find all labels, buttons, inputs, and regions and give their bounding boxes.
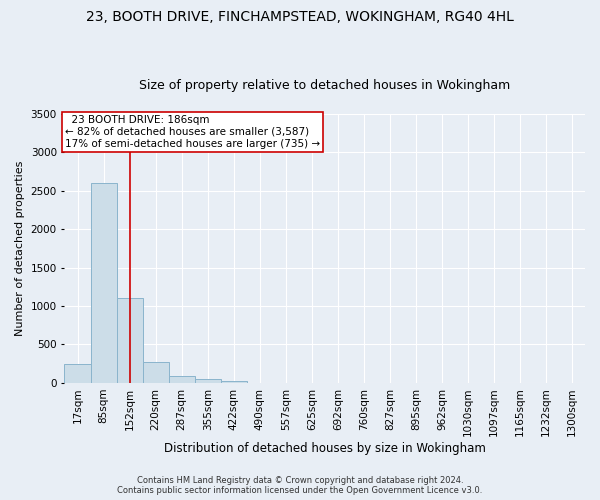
Bar: [116, 298, 143, 383]
Text: 23 BOOTH DRIVE: 186sqm
← 82% of detached houses are smaller (3,587)
17% of semi-: 23 BOOTH DRIVE: 186sqm ← 82% of detached…: [65, 116, 320, 148]
Bar: [143, 362, 169, 383]
Bar: [169, 376, 195, 383]
Y-axis label: Number of detached properties: Number of detached properties: [15, 160, 25, 336]
X-axis label: Distribution of detached houses by size in Wokingham: Distribution of detached houses by size …: [164, 442, 485, 455]
Bar: [221, 382, 247, 383]
Text: Contains HM Land Registry data © Crown copyright and database right 2024.
Contai: Contains HM Land Registry data © Crown c…: [118, 476, 482, 495]
Title: Size of property relative to detached houses in Wokingham: Size of property relative to detached ho…: [139, 79, 511, 92]
Bar: [91, 183, 116, 383]
Text: 23, BOOTH DRIVE, FINCHAMPSTEAD, WOKINGHAM, RG40 4HL: 23, BOOTH DRIVE, FINCHAMPSTEAD, WOKINGHA…: [86, 10, 514, 24]
Bar: [195, 380, 221, 383]
Bar: [64, 364, 91, 383]
